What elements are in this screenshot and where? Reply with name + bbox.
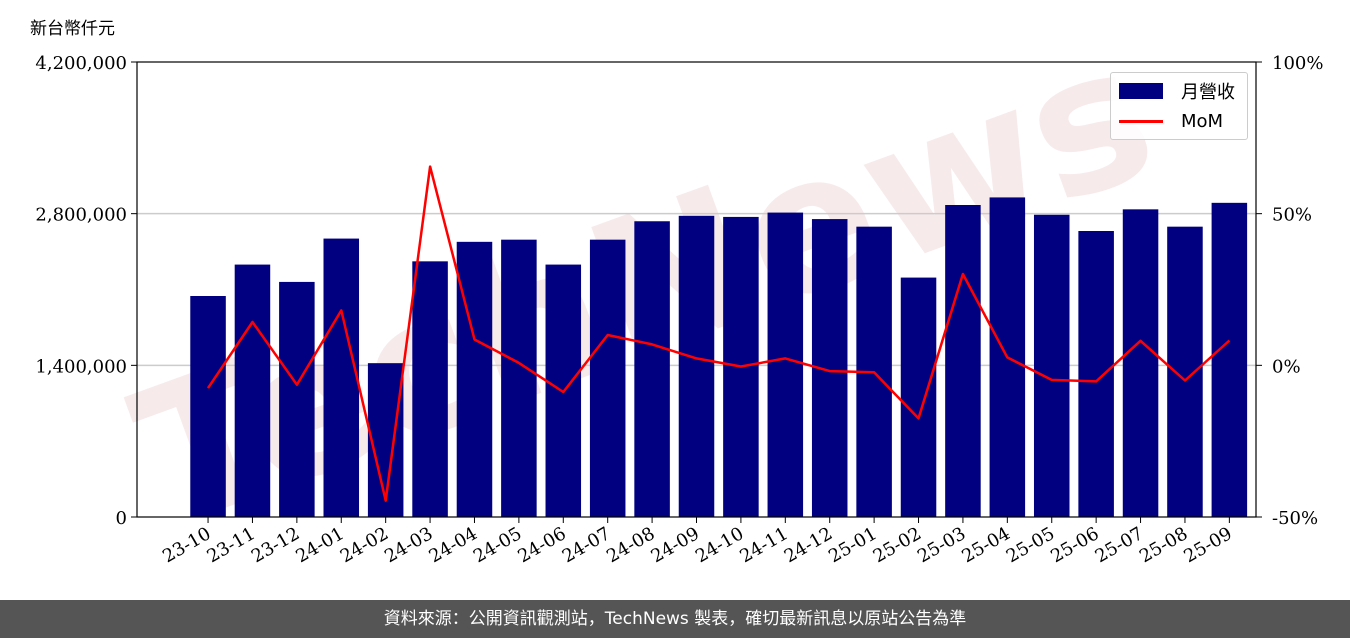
y-tick-label: 4,200,000 xyxy=(35,53,127,74)
y-tick-label: 2,800,000 xyxy=(35,205,127,226)
revenue-bars xyxy=(190,197,1248,518)
mom-line xyxy=(206,165,1231,502)
revenue-bar xyxy=(190,296,226,517)
chart-legend: 月營收 MoM xyxy=(1110,72,1248,140)
x-tick-label: 25-03 xyxy=(914,523,969,567)
y-tick-label: 1,400,000 xyxy=(35,356,127,377)
x-tick-label: 24-04 xyxy=(426,523,481,567)
x-tick-label: 24-06 xyxy=(514,523,569,567)
revenue-bar xyxy=(900,277,937,517)
revenue-bar xyxy=(1122,209,1159,518)
x-tick-label: 25-06 xyxy=(1047,523,1102,567)
x-tick-label: 25-04 xyxy=(958,523,1013,567)
x-tick-label: 24-08 xyxy=(603,523,658,567)
revenue-bar xyxy=(1211,202,1248,518)
y2-tick-label: 0% xyxy=(1272,356,1301,377)
legend-item-mom: MoM xyxy=(1119,109,1223,133)
x-tick-label: 24-09 xyxy=(648,523,703,567)
y2-tick-label: 50% xyxy=(1272,205,1312,226)
x-tick-label: 24-02 xyxy=(337,523,392,567)
x-tick-label: 24-01 xyxy=(292,523,347,567)
revenue-bar xyxy=(367,363,404,517)
revenue-bar xyxy=(501,239,537,517)
legend-swatch-line xyxy=(1119,119,1163,123)
revenue-bar xyxy=(589,239,626,517)
revenue-bar xyxy=(634,221,670,517)
legend-label-mom: MoM xyxy=(1181,110,1224,132)
revenue-bar xyxy=(412,261,448,517)
legend-label-revenue: 月營收 xyxy=(1181,82,1235,103)
revenue-bar xyxy=(323,238,360,518)
revenue-bar xyxy=(767,212,804,518)
x-tick-label: 24-07 xyxy=(559,523,614,567)
y-axis-unit-label: 新台幣仟元 xyxy=(30,19,115,39)
x-tick-label: 25-07 xyxy=(1092,523,1147,567)
y2-tick-label: -50% xyxy=(1272,508,1318,529)
x-tick-label: 24-05 xyxy=(470,523,525,567)
x-tick-label: 24-11 xyxy=(736,523,791,567)
x-tick-label: 25-08 xyxy=(1136,523,1191,567)
legend-item-revenue: 月營收 xyxy=(1119,79,1235,103)
x-tick-label: 24-12 xyxy=(781,523,836,567)
revenue-bar xyxy=(234,264,271,517)
right-axis-ticks: -50% 0% 50% 100% xyxy=(1256,53,1323,529)
x-tick-label: 24-03 xyxy=(381,523,436,567)
x-tick-label: 25-02 xyxy=(870,523,925,567)
x-tick-label: 25-05 xyxy=(1003,523,1058,567)
x-tick-label: 25-09 xyxy=(1180,523,1235,567)
revenue-bar xyxy=(279,281,315,517)
y2-tick-label: 100% xyxy=(1272,53,1323,74)
left-axis-ticks: 0 1,400,000 2,800,000 4,200,000 xyxy=(35,53,137,529)
x-axis-ticks: 23-1023-1123-1224-0124-0224-0324-0424-05… xyxy=(159,517,1236,567)
x-tick-label: 24-10 xyxy=(692,523,747,567)
revenue-bar xyxy=(678,215,715,518)
legend-swatch-bar xyxy=(1119,83,1163,99)
revenue-bar xyxy=(456,241,493,518)
y-tick-label: 0 xyxy=(116,508,127,529)
x-tick-label: 25-01 xyxy=(825,523,880,567)
source-footer: 資料來源：公開資訊觀測站，TechNews 製表，確切最新訊息以原站公告為準 xyxy=(0,600,1350,638)
revenue-bar xyxy=(1167,226,1203,517)
revenue-bar xyxy=(945,205,981,517)
revenue-bar xyxy=(1078,231,1114,517)
mom-line-series xyxy=(206,165,1231,502)
revenue-bar xyxy=(1033,214,1070,517)
